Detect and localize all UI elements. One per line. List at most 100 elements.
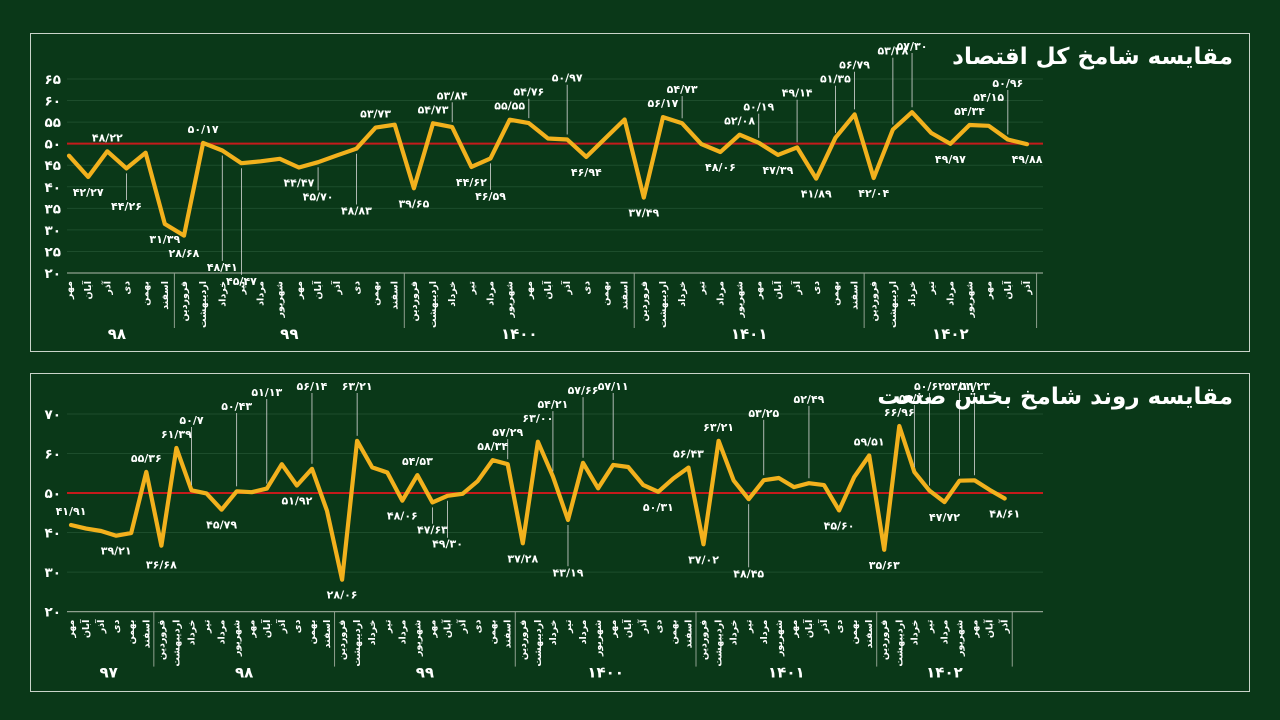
x-axis-month-label: مهر [984,281,995,300]
data-point-value-label: ۵۴/۵۳ [402,455,433,468]
pmi-line-series [66,110,1030,238]
x-axis-month-label: اردیبهشت [888,281,899,328]
x-axis-month-label: اردیبهشت [171,620,182,667]
x-axis-month-label: فروردین [337,620,348,661]
data-point-value-label: ۵۰/۹۷ [552,72,583,85]
y-axis-tick-label: ۴۰ [45,180,61,196]
x-axis-month-label: فروردین [699,620,710,661]
x-axis-month-label: اردیبهشت [352,620,363,667]
data-point-value-label: ۴۸/۴۱ [207,261,238,274]
x-axis-year-label: ۱۴۰۰ [501,325,538,343]
data-point-value-label: ۵۷/۶۶ [568,384,599,397]
x-axis-month-label: خرداد [677,281,688,307]
data-point-value-label: ۵۷/۳۰ [897,40,928,53]
x-axis-month-label: شهریور [412,620,423,658]
data-point-value-label: ۴۹/۸۸ [1012,153,1043,166]
x-axis-month-label: بهمن [141,281,152,306]
x-axis-month-label: بهمن [830,281,841,306]
x-axis-month-label: اسفند [620,281,631,310]
data-point-value-label: ۴۲/۰۴ [858,187,889,200]
x-axis-month-label: خرداد [909,620,920,646]
x-axis-year-label: ۹۸ [235,664,253,682]
x-axis-month-label: اردیبهشت [714,620,725,667]
y-axis-tick-label: ۲۰ [45,605,61,621]
x-axis-month-label: آذر [330,280,343,295]
x-axis-month-label: آبان [621,619,634,638]
x-axis-month-label: دی [121,281,132,295]
x-axis-year-label: ۹۹ [416,664,434,682]
data-point-value-label: ۵۵/۳۶ [131,452,162,465]
data-point-value-label: ۶۳/۲۱ [342,380,373,393]
x-axis-month-label: بهمن [126,620,137,645]
x-axis-month-label: خرداد [907,281,918,307]
x-axis-month-label: تیر [466,281,477,295]
data-point-value-label: ۵۸/۳۴ [477,440,508,453]
data-point-value-label: ۳۷/۰۲ [688,553,719,566]
data-point-value-label: ۵۴/۷۳ [667,83,698,96]
data-point-value-label: ۴۶/۹۴ [571,166,602,179]
x-axis-month-label: مهر [64,281,75,300]
data-point-value-label: ۳۹/۶۵ [398,197,429,210]
x-axis-month-label: مهر [294,281,305,300]
data-point-value-label: ۵۳/۱۱ [944,380,975,393]
data-point-value-label: ۳۹/۲۱ [101,545,132,558]
x-axis-month-label: دی [473,619,484,633]
y-axis-tick-label: ۳۰ [45,223,61,239]
x-axis-month-label: خرداد [367,620,378,646]
x-axis-month-label: تیر [926,281,937,295]
x-axis-month-label: مرداد [217,619,228,644]
x-axis-month-label: بهمن [371,281,382,306]
x-axis-month-label: مرداد [939,619,950,644]
x-axis-month-label: تیر [202,620,213,634]
x-axis-month-label: آبان [81,280,94,299]
x-axis-year-label: ۹۸ [108,325,126,343]
data-point-value-label: ۴۸/۴۵ [733,567,764,580]
x-axis-month-label: خرداد [217,281,228,307]
x-axis-month-label: مرداد [759,619,770,644]
x-axis-month-label: مرداد [945,281,956,306]
data-point-value-label: ۴۸/۶۱ [989,508,1020,521]
x-axis-month-label: دی [292,619,303,633]
x-axis-month-label: آذر [456,619,469,634]
data-point-value-label: ۴۸/۲۲ [92,131,123,144]
y-axis-tick-label: ۵۰ [45,137,61,153]
x-axis-month-label: مرداد [578,619,589,644]
x-axis-month-label: فروردین [409,281,420,322]
x-axis-year-label: ۱۴۰۱ [768,664,805,682]
data-point-value-label: ۴۹/۳۰ [432,538,463,551]
x-axis-month-label: اردیبهشت [198,281,209,328]
x-axis-month-label: اردیبهشت [658,281,669,328]
x-axis-month-label: شهریور [232,620,243,658]
x-axis-month-label: اسفند [850,281,861,310]
x-axis-month-label: تیر [382,620,393,634]
y-axis-tick-label: ۶۵ [45,72,61,88]
x-axis-month-label: آبان [79,619,92,638]
data-point-value-label: ۵۰/۳۱ [643,501,674,514]
data-point-value-label: ۴۱/۹۱ [56,505,87,518]
data-point-value-label: ۴۵/۶۰ [824,519,855,532]
data-point-value-label: ۴۷/۷۲ [929,511,960,524]
x-axis-month-label: خرداد [447,281,458,307]
x-axis-year-label: ۹۷ [99,664,117,682]
x-axis-month-label: شهریور [275,281,286,319]
x-axis-month-label: دی [111,619,122,633]
x-axis-month-label: مهر [247,619,258,638]
y-axis-tick-label: ۲۵ [45,244,61,260]
data-point-value-label: ۶۳/۲۱ [703,421,734,434]
data-point-value-label: ۵۶/۱۷ [648,97,679,110]
x-axis-month-label: مهر [524,281,535,300]
y-axis-tick-label: ۲۰ [45,266,61,282]
data-point-value-label: ۴۴/۴۷ [283,177,314,190]
x-axis-month-label: اسفند [683,620,694,649]
data-point-value-label: ۵۰/۶۲ [914,380,945,393]
data-point-value-label: ۲۸/۶۸ [169,247,200,260]
x-axis-month-label: اسفند [322,620,333,649]
x-axis-month-label: دی [811,281,822,295]
pmi-line-series [68,423,1007,582]
x-axis-month-label: آبان [441,619,454,638]
x-axis-month-label: آذر [100,280,113,295]
x-axis-month-label: شهریور [735,281,746,319]
data-point-value-label: ۴۴/۲۶ [111,200,142,213]
